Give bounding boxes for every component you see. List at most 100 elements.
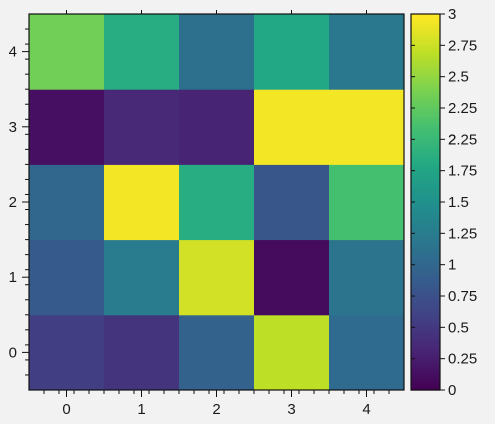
colorbar-segment (411, 79, 440, 84)
colorbar-segment (411, 211, 440, 216)
colorbar-tick-label: 1.5 (448, 194, 469, 211)
colorbar-segment (411, 249, 440, 253)
colorbar-segment (411, 123, 440, 128)
colorbar-segment (411, 198, 440, 203)
heatmap-cell (29, 14, 105, 90)
colorbar-segment (411, 14, 440, 18)
colorbar-segment (411, 355, 440, 360)
y-tick-label: 3 (9, 119, 17, 136)
heatmap-cell (179, 314, 255, 391)
colorbar-segment (411, 324, 440, 328)
colorbar-tick-label: 0.25 (448, 351, 477, 368)
colorbar-segment (411, 111, 440, 115)
colorbar-segment (411, 386, 440, 391)
colorbar-tick-label: 2.25 (448, 100, 477, 117)
colorbar-segment (411, 151, 440, 156)
colorbar-segment (411, 186, 440, 191)
colorbar-segment (411, 64, 440, 68)
colorbar-segment (411, 305, 440, 310)
heatmap-cell (329, 89, 405, 165)
colorbar-segment (411, 133, 440, 137)
colorbar-segment (411, 368, 440, 372)
colorbar-segment (411, 277, 440, 281)
colorbar-segment (411, 101, 440, 106)
colorbar-tick-label: 3 (448, 6, 456, 23)
colorbar-segment (411, 189, 440, 194)
colorbar-segment (411, 108, 440, 112)
colorbar-segment (411, 217, 440, 222)
colorbar-tick-label: 2.25 (448, 131, 477, 148)
heatmap-cell (104, 14, 180, 90)
heatmap-cell (104, 164, 180, 241)
colorbar-segment (411, 283, 440, 288)
colorbar-segment (411, 261, 440, 266)
colorbar-segment (411, 242, 440, 247)
colorbar-segment (411, 349, 440, 353)
colorbar-segment (411, 317, 440, 322)
colorbar-segment (411, 270, 440, 275)
colorbar-segment (411, 104, 440, 109)
colorbar-segment (411, 245, 440, 250)
colorbar-segment (411, 314, 440, 319)
colorbar-segment (411, 20, 440, 24)
heatmap-cell (29, 314, 105, 391)
colorbar-segment (411, 82, 440, 87)
colorbar-segment (411, 95, 440, 100)
colorbar-segment (411, 274, 440, 278)
colorbar-segment (411, 54, 440, 59)
colorbar-tick-label: 1.75 (448, 163, 477, 180)
colorbar-segment (411, 208, 440, 212)
colorbar-segment (411, 117, 440, 122)
colorbar-segment (411, 321, 440, 325)
colorbar-segment (411, 264, 440, 269)
colorbar-segment (411, 167, 440, 172)
colorbar-tick-label: 0.75 (448, 288, 477, 305)
heatmap-cell (254, 239, 330, 316)
colorbar-segment (411, 308, 440, 313)
colorbar-segment (411, 35, 440, 40)
colorbar-segment (411, 333, 440, 338)
colorbar-segment (411, 139, 440, 144)
heatmap-cell (179, 239, 255, 316)
colorbar-tick-label: 2.5 (448, 69, 469, 86)
colorbar-segment (411, 26, 440, 31)
colorbar-segment (411, 51, 440, 56)
colorbar-segment (411, 76, 440, 81)
colorbar-segment (411, 330, 440, 335)
y-tick-label: 4 (9, 44, 17, 61)
colorbar-segment (411, 136, 440, 140)
heatmap-cell (254, 89, 330, 165)
colorbar-segment (411, 73, 440, 78)
colorbar-segment (411, 214, 440, 219)
colorbar-segment (411, 361, 440, 366)
y-tick-label: 0 (9, 344, 17, 361)
colorbar-segment (411, 227, 440, 231)
colorbar-segment (411, 61, 440, 65)
y-axis-tick-labels: 0 1 2 3 4 (9, 44, 17, 362)
colorbar-segment (411, 205, 440, 209)
colorbar (411, 14, 440, 391)
colorbar-segment (411, 267, 440, 272)
colorbar-segment (411, 173, 440, 178)
colorbar-segment (411, 45, 440, 50)
x-tick-label: 2 (212, 401, 220, 418)
heatmap-cell (29, 164, 105, 241)
colorbar-segment (411, 129, 440, 134)
colorbar-segment (411, 98, 440, 103)
colorbar-segment (411, 336, 440, 341)
colorbar-tick-label: 1 (448, 257, 456, 274)
colorbar-segment (411, 23, 440, 28)
colorbar-segment (411, 48, 440, 53)
colorbar-segment (411, 161, 440, 165)
heatmap-cell (104, 89, 180, 165)
colorbar-segment (411, 327, 440, 332)
colorbar-segment (411, 364, 440, 369)
colorbar-segment (411, 311, 440, 316)
heatmap-cells (29, 14, 405, 391)
heatmap-cell (179, 14, 255, 90)
heatmap-cell (179, 164, 255, 241)
colorbar-segment (411, 155, 440, 159)
colorbar-segment (411, 126, 440, 131)
heatmap-cell (104, 239, 180, 316)
